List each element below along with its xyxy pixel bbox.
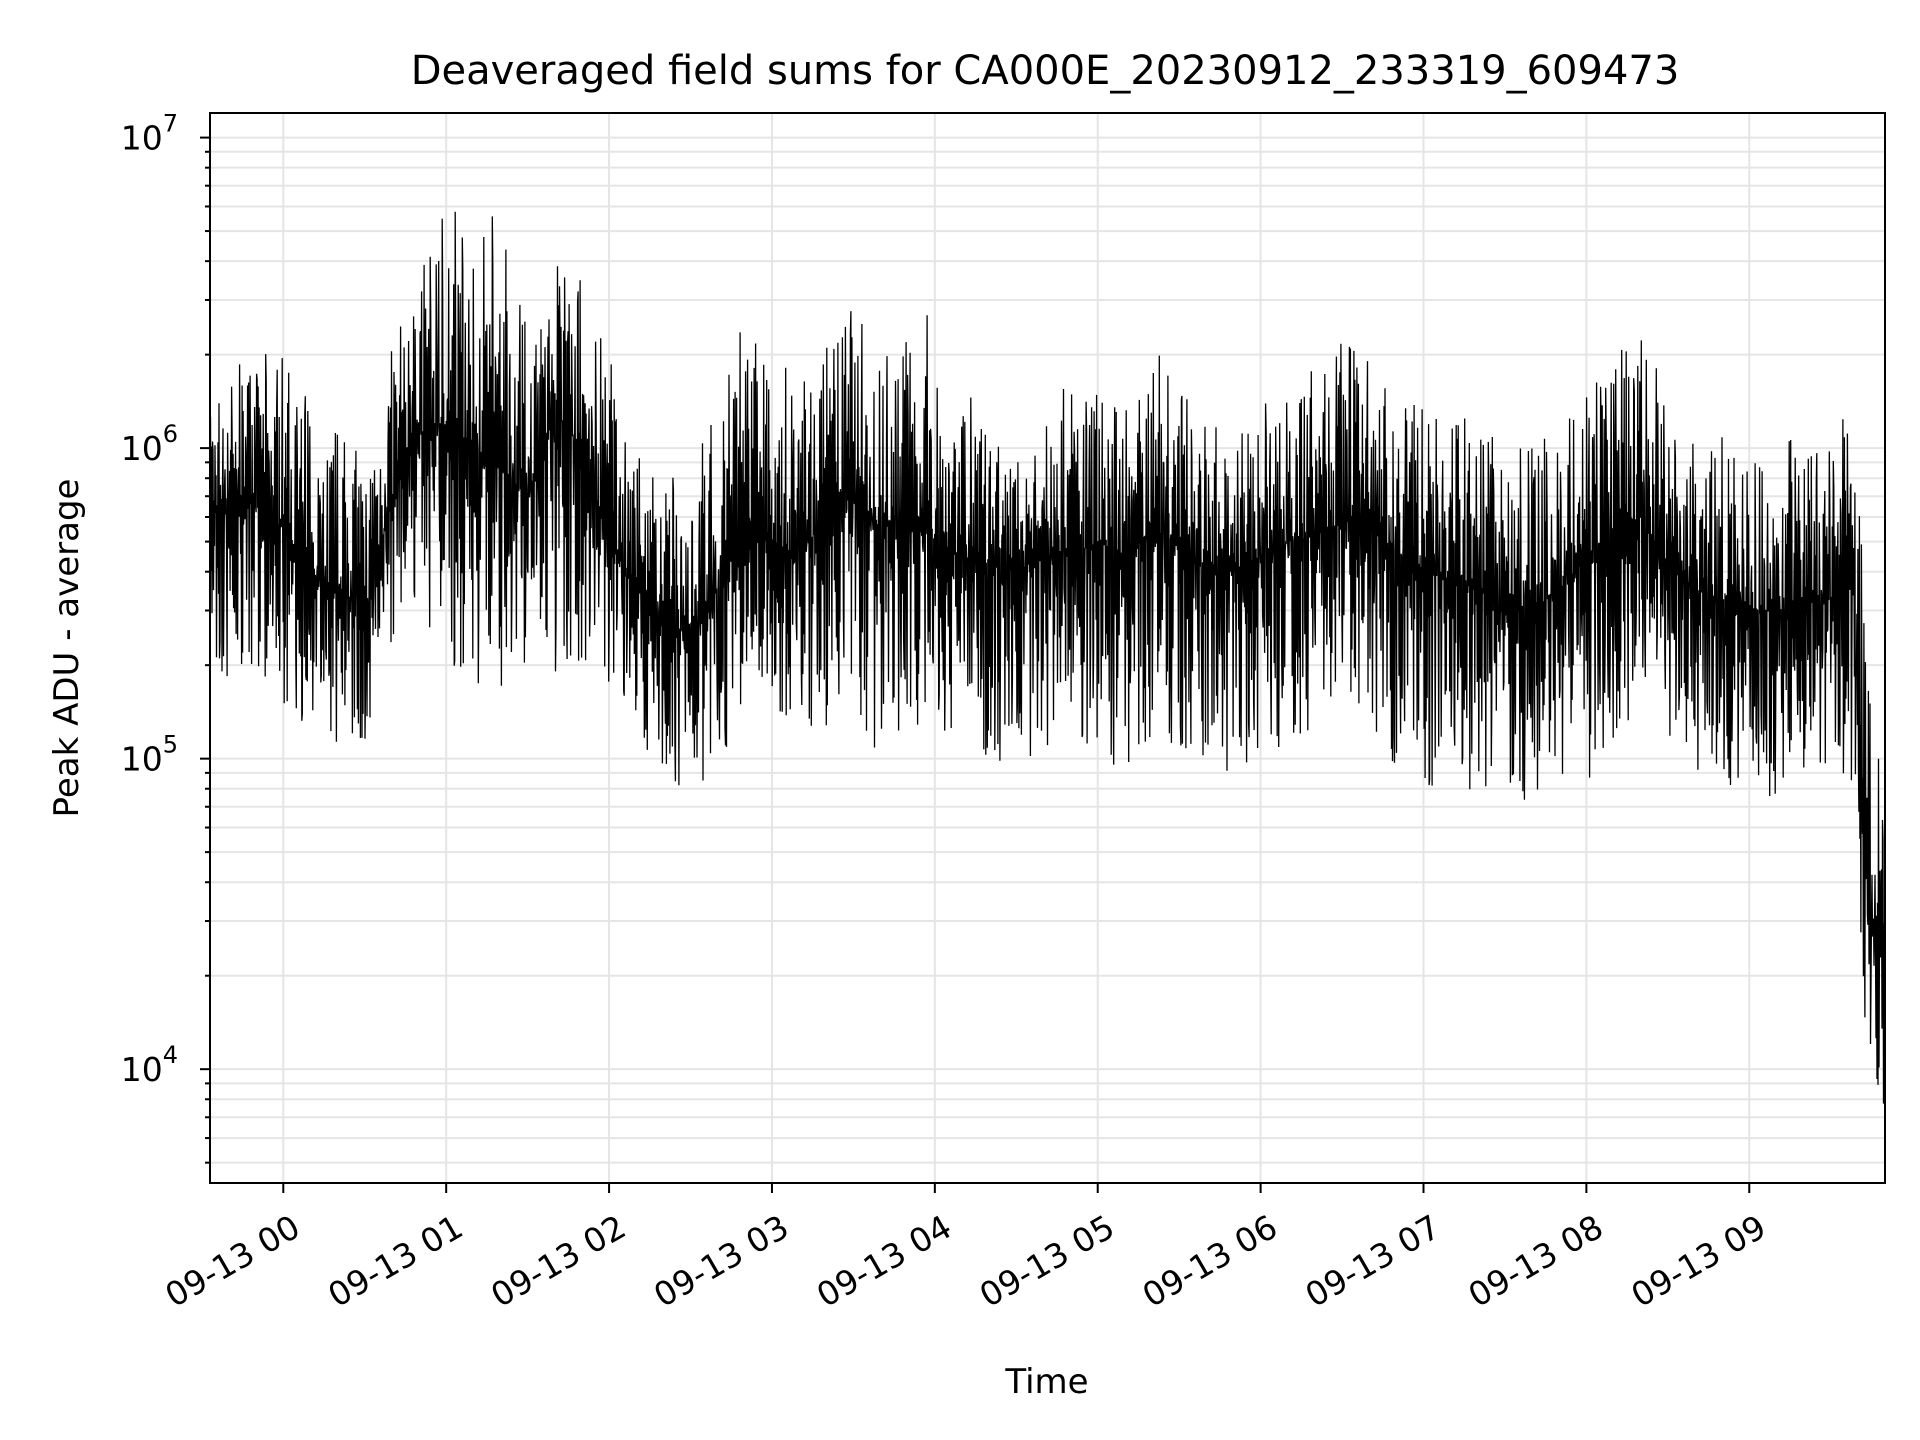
- x-axis-label: Time: [1004, 1362, 1088, 1402]
- y-tick-base: 10: [121, 119, 163, 158]
- chart-title: Deaveraged field sums for CA000E_2023091…: [411, 48, 1680, 94]
- data-trace: [210, 211, 1885, 1104]
- y-tick-base: 10: [121, 740, 163, 779]
- y-axis-label: Peak ADU - average: [47, 479, 87, 818]
- data-series: [210, 211, 1885, 1104]
- y-tick-label: 106: [121, 420, 178, 468]
- y-tick-exponent: 6: [163, 420, 178, 448]
- y-tick-exponent: 4: [163, 1041, 178, 1069]
- y-tick-base: 10: [121, 1050, 163, 1089]
- y-tick-label: 107: [121, 110, 178, 158]
- y-tick-exponent: 7: [163, 110, 178, 138]
- y-tick-base: 10: [121, 429, 163, 468]
- plot-frame: [209, 112, 1886, 1184]
- y-tick-label: 105: [121, 731, 178, 779]
- y-tick-label: 104: [121, 1041, 178, 1089]
- series-line: [210, 211, 1885, 1104]
- y-tick-exponent: 5: [163, 731, 178, 759]
